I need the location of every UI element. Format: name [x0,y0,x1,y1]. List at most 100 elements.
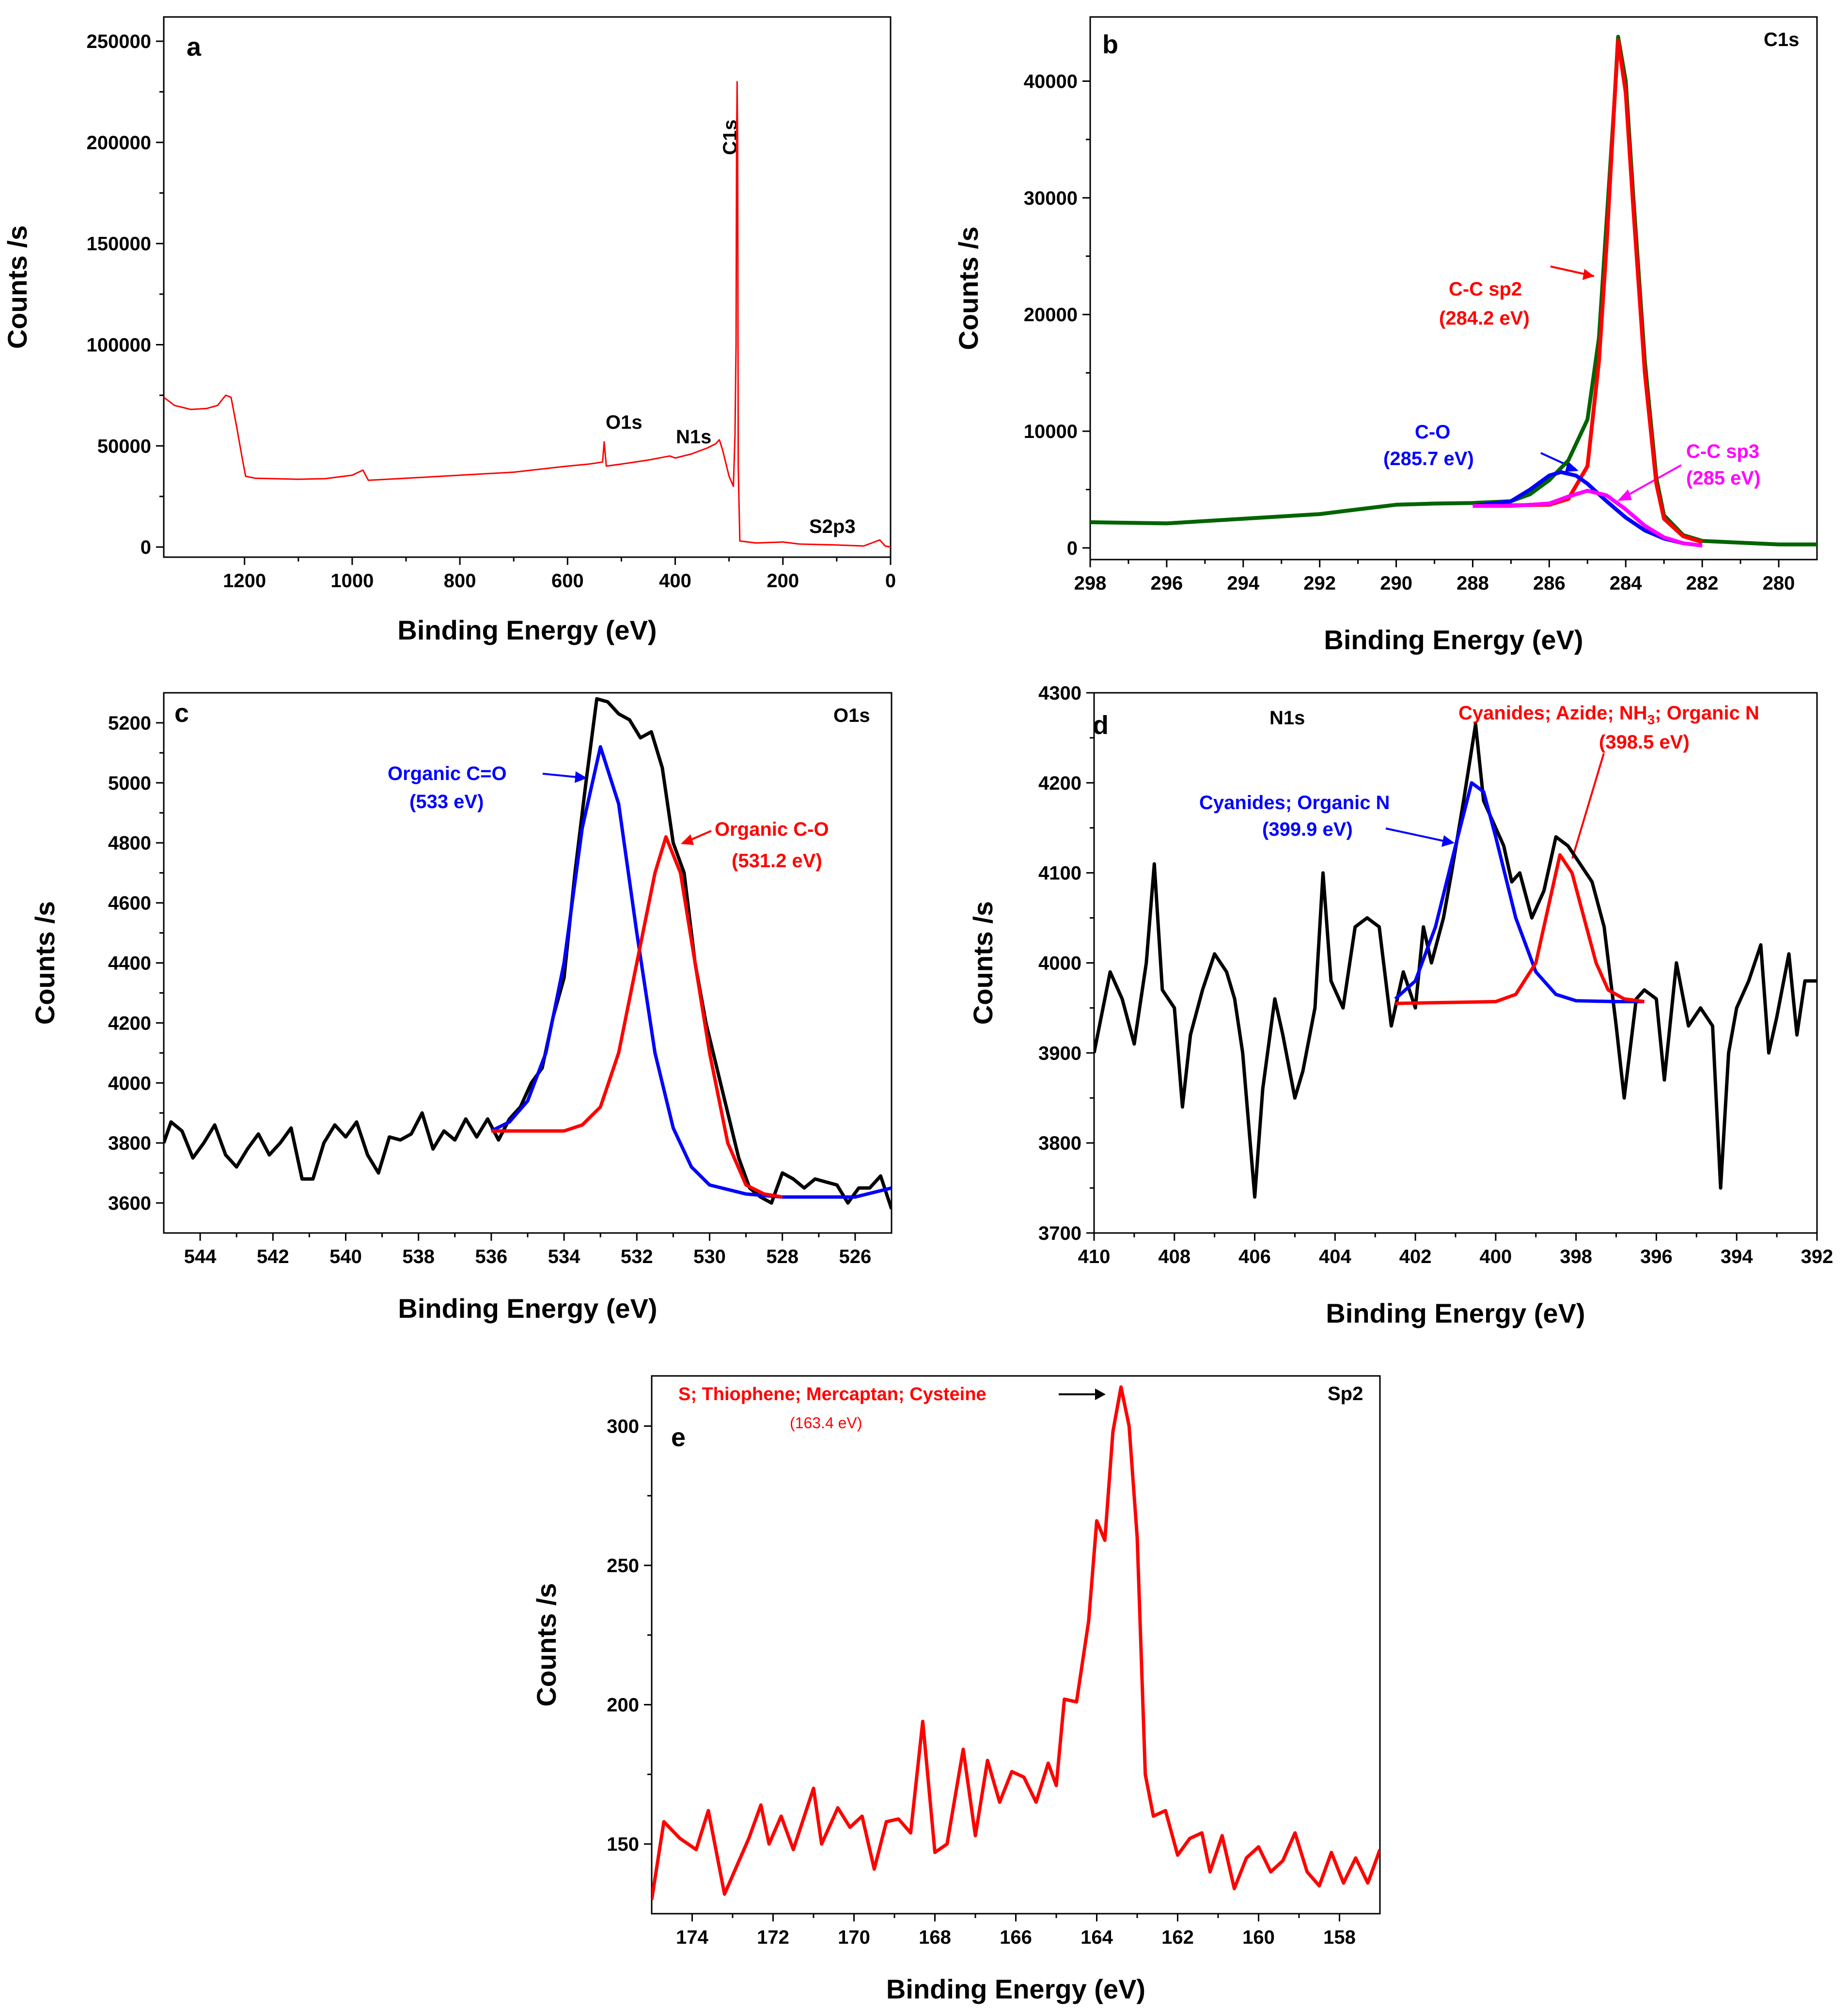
charts-layer: 1200 1000 800 600 400 200 00500001000001500002… [2,16,1833,2004]
y-tick-label: 100000 [87,335,151,356]
x-tick-label: 292 [1303,573,1336,594]
chart-b-frame [1089,16,1818,561]
series-line-c-c-sp3-285-ev- [1472,488,1703,548]
x-tick-label: 398 [1560,1246,1592,1267]
x-tick-label: 800 [444,570,476,592]
y-axis-label: Counts /s [531,1583,562,1706]
series-line-survey [164,81,891,548]
x-tick-label: 600 [551,570,584,592]
series-line-c-o-285-7-ev- [1472,470,1684,546]
x-axis-label: Binding Energy (eV) [1326,1298,1585,1328]
x-tick-label: 542 [257,1246,289,1267]
x-tick-label: 282 [1686,573,1719,594]
y-tick-label: 4200 [1038,773,1081,794]
panel-e-label: e [671,1423,686,1452]
x-axis-label: Binding Energy (eV) [886,1974,1145,2004]
panel-d-arrow-red [1571,753,1605,859]
panel-b: b C1s C-C sp2 (284.2 eV) C-O (285.7 eV) … [1102,29,1799,501]
x-tick-label: 410 [1078,1246,1111,1267]
x-tick-label: 286 [1533,573,1566,594]
x-axis-label: Binding Energy (eV) [397,615,657,645]
panel-a-label: a [187,32,202,62]
panel-d-annotation-blue: Cyanides; Organic N [1199,792,1390,813]
x-tick-label: 526 [839,1246,872,1267]
x-tick-label: 400 [1480,1246,1512,1267]
y-tick-label: 4100 [1038,863,1081,884]
panel-c-arrowhead-blue [575,771,587,783]
series-line-cyanides-organic-n-399-9-ev- [1394,781,1644,1003]
panel-d-label: d [1093,711,1109,740]
y-tick-label: 3600 [108,1193,151,1214]
x-tick-label: 532 [621,1246,653,1267]
series-line-c-c-sp2-284-2-ev- [1472,38,1703,544]
y-tick-label: 150000 [87,234,151,255]
series-line-organic-c-o-533-ev- [490,745,892,1199]
y-tick-label: 50000 [97,436,151,457]
panel-c-annotation-co-single: Organic C-O [715,819,829,840]
panel-a-annotation-s2p3: S2p3 [809,516,856,537]
panel-a-annotation-n1s: N1s [676,426,711,448]
series-line-raw [164,697,892,1210]
x-tick-label: 170 [838,1927,870,1948]
y-tick-label: 3800 [108,1133,151,1154]
y-tick-label: 3800 [1038,1133,1081,1154]
panel-c-annotation-co-single-ev: (531.2 eV) [732,850,822,872]
panel-e: e Sp2 S; Thiophene; Mercaptan; Cysteine … [671,1383,1363,1452]
x-tick-label: 544 [184,1246,217,1267]
y-tick-label: 200000 [87,132,151,154]
chart-d: 410 408 406 404 402 400 398 396 394 392 3700 3800 39… [968,683,1833,1328]
panel-e-annotation: S; Thiophene; Mercaptan; Cysteine [678,1384,987,1404]
x-tick-label: 290 [1380,573,1412,594]
x-tick-label: 540 [329,1246,362,1267]
series-line-organic-c-o-531-2-ev- [491,835,783,1199]
y-tick-label: 4000 [1038,953,1081,974]
x-tick-label: 174 [676,1927,708,1948]
y-tick-label: 150 [607,1834,639,1855]
x-tick-label: 538 [402,1246,435,1267]
panel-d-arrow-blue [1385,827,1449,843]
panel-c-arrow-blue [542,773,582,779]
x-tick-label: 294 [1227,573,1259,594]
panel-c-title: O1s [833,705,870,726]
series-line-s2p [652,1385,1380,1900]
chart-a-frame [163,16,892,558]
x-tick-label: 406 [1238,1246,1271,1267]
y-tick-label: 250 [607,1555,639,1576]
y-tick-label: 300 [607,1416,639,1437]
panel-c: c O1s Organic C=O (533 eV) Organic C-O (… [174,699,870,872]
y-tick-label: 3700 [1038,1223,1081,1244]
x-tick-label: 394 [1721,1246,1753,1267]
y-axis-label: Counts /s [2,225,32,349]
x-tick-label: 400 [659,570,691,592]
panel-b-annotation-sp2-ev: (284.2 eV) [1439,308,1530,329]
panel-e-title: Sp2 [1328,1383,1363,1404]
panel-d: d N1s Cyanides; Organic N (399.9 eV) Cya… [1093,702,1759,859]
y-tick-label: 200 [607,1695,639,1716]
y-tick-label: 40000 [1024,71,1078,92]
series-line-cyanides-azide-nh3-organic-n-398-5-ev- [1395,853,1645,1005]
panel-b-annotation-sp3-ev: (285 eV) [1686,468,1760,489]
panel-b-annotation-sp2: C-C sp2 [1449,279,1522,300]
panel-c-annotation-co-double-ev: (533 eV) [409,791,484,812]
x-tick-label: 402 [1399,1246,1432,1267]
y-tick-label: 5000 [108,773,151,794]
y-tick-label: 4000 [108,1073,151,1094]
x-tick-label: 172 [757,1927,789,1948]
panel-b-arrow-sp3 [1620,464,1682,500]
y-axis-label: Counts /s [968,901,998,1025]
x-tick-label: 166 [1000,1927,1032,1948]
y-tick-label: 30000 [1024,187,1078,209]
y-tick-label: 4600 [108,893,151,914]
x-tick-label: 0 [885,570,896,592]
x-tick-label: 408 [1158,1246,1190,1267]
y-tick-label: 4400 [108,953,151,974]
panel-c-arrowhead-red [681,834,694,845]
x-tick-label: 534 [548,1246,580,1267]
panel-b-title: C1s [1764,29,1799,50]
panel-b-annotation-co: C-O [1415,421,1450,443]
x-tick-label: 288 [1456,573,1489,594]
panel-d-arrowhead-blue [1441,835,1455,847]
x-tick-label: 168 [919,1927,951,1948]
chart-e: 174 172 170 168 166 164 162 160 158 150 200 250 300 B… [531,1375,1381,2004]
